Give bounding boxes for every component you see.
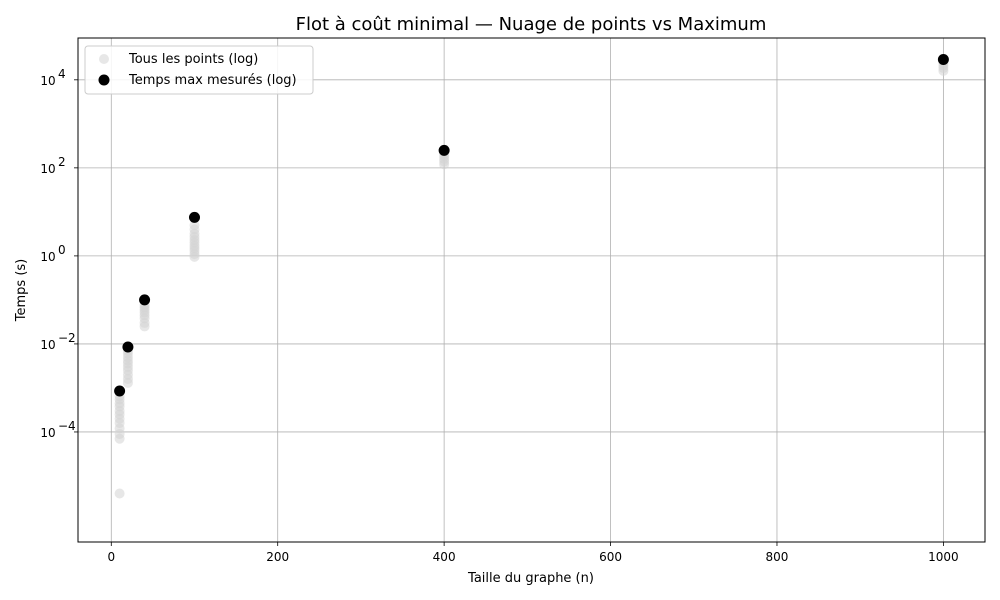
chart-title: Flot à coût minimal — Nuage de points vs… — [296, 14, 767, 35]
legend-label-all-points: Tous les points (log) — [128, 52, 258, 67]
x-tick-label: 600 — [599, 550, 622, 564]
max-point — [937, 53, 949, 65]
x-tick-label: 200 — [266, 550, 289, 564]
max-point — [188, 211, 200, 223]
y-tick-label: 10 2 — [40, 155, 65, 176]
y-tick-exponent: 2 — [58, 155, 66, 169]
legend-marker-max — [98, 74, 110, 86]
y-tick-label: 10 4 — [40, 67, 65, 88]
plot-frame — [77, 37, 986, 543]
y-tick-exponent: 0 — [58, 243, 66, 257]
max-point — [122, 341, 134, 353]
legend: Tous les points (log) Temps max mesurés (… — [84, 45, 314, 95]
scatter-point — [189, 220, 200, 231]
x-tick-label: 400 — [433, 550, 456, 564]
y-tick-base: 10 — [40, 162, 55, 176]
legend-label-max: Temps max mesurés (log) — [128, 73, 297, 88]
y-tick-exponent: −2 — [58, 331, 76, 345]
y-tick-label: 10 0 — [40, 243, 65, 264]
x-axis-label: Taille du graphe (n) — [467, 571, 594, 586]
y-tick-label: 10 −2 — [40, 331, 75, 352]
y-axis-label: Temps (s) — [14, 259, 29, 322]
max-point — [438, 144, 450, 156]
y-tick-base: 10 — [40, 74, 55, 88]
x-tick-label: 800 — [766, 550, 789, 564]
legend-marker-all-points — [99, 54, 109, 64]
y-tick-base: 10 — [40, 426, 55, 440]
y-tick-base: 10 — [40, 250, 55, 264]
x-tick-label: 0 — [107, 550, 115, 564]
y-tick-exponent: −4 — [58, 419, 76, 433]
legend-box — [84, 45, 314, 95]
data-points — [114, 53, 949, 499]
y-tick-label: 10 −4 — [40, 419, 75, 440]
max-point — [139, 294, 151, 306]
scatter-point — [114, 488, 125, 499]
max-point — [114, 385, 126, 397]
y-tick-exponent: 4 — [58, 67, 66, 81]
grid — [78, 38, 985, 542]
y-tick-base: 10 — [40, 338, 55, 352]
x-tick-label: 1000 — [928, 550, 959, 564]
